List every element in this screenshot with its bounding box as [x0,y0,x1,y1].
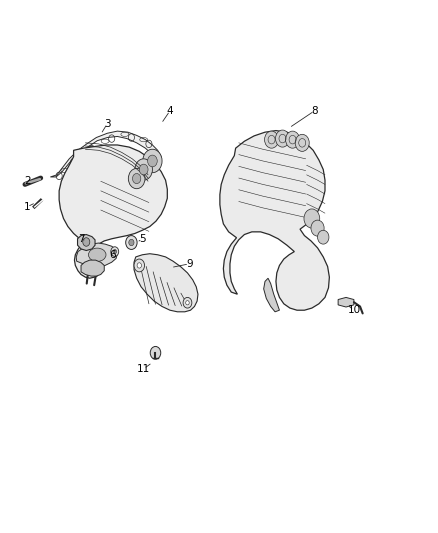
Text: 10: 10 [347,305,360,315]
Text: 3: 3 [104,119,111,128]
Circle shape [148,155,157,167]
Circle shape [311,220,324,236]
Circle shape [113,249,117,254]
Circle shape [129,239,134,246]
Circle shape [143,149,162,173]
Polygon shape [338,297,354,307]
Text: 9: 9 [186,259,193,269]
Circle shape [265,131,279,148]
Ellipse shape [88,248,106,262]
Circle shape [183,297,192,308]
Circle shape [134,259,145,272]
Circle shape [304,209,320,228]
Circle shape [126,236,137,249]
Text: 6: 6 [110,250,117,260]
Polygon shape [59,145,167,278]
Polygon shape [264,278,279,312]
Text: 7: 7 [78,234,85,244]
Circle shape [150,346,161,359]
Circle shape [111,247,119,256]
Text: 4: 4 [166,106,173,116]
Polygon shape [50,131,161,177]
Circle shape [83,238,90,246]
Polygon shape [78,235,95,251]
Text: 11: 11 [137,364,150,374]
Circle shape [295,134,309,151]
Circle shape [139,164,148,175]
Polygon shape [76,243,117,266]
Circle shape [286,131,300,148]
Text: 2: 2 [24,176,31,186]
Circle shape [137,263,141,268]
Circle shape [128,168,145,189]
Polygon shape [220,131,329,310]
Text: 8: 8 [311,106,318,116]
Circle shape [186,301,189,305]
Text: 5: 5 [139,234,146,244]
Circle shape [135,159,152,180]
Circle shape [318,230,329,244]
Text: 1: 1 [24,202,31,212]
Circle shape [276,130,290,147]
Circle shape [132,174,141,183]
Polygon shape [81,260,104,276]
Polygon shape [134,254,198,312]
